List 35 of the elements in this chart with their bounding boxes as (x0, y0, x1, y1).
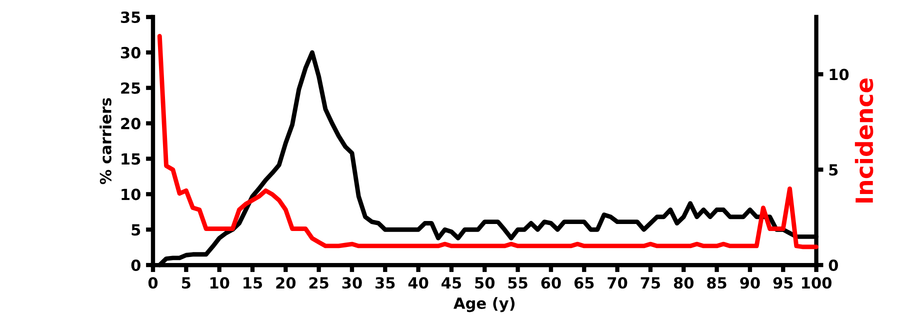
y2-axis-title: Incidence (854, 78, 874, 203)
x-tick-label: 25 (309, 277, 328, 289)
x-tick-label: 95 (773, 277, 793, 289)
x-axis-title: Age (y) (454, 297, 515, 312)
x-tick-label: 5 (182, 277, 190, 289)
y2-tick-label: 5 (829, 164, 838, 176)
y2-tick-label: 10 (830, 68, 849, 80)
y-tick-label: 20 (121, 118, 140, 130)
y-tick-label: 0 (131, 259, 140, 272)
x-tick-label: 60 (541, 277, 561, 289)
x-tick-label: 65 (574, 277, 594, 289)
x-tick-label: 40 (408, 277, 428, 289)
y-tick-label: 15 (122, 153, 140, 165)
y-tick-label: 5 (132, 224, 140, 236)
x-tick-label: 0 (148, 277, 158, 289)
x-tick-label: 70 (608, 277, 628, 289)
x-tick-label: 35 (376, 277, 395, 289)
x-tick-label: 30 (342, 277, 362, 289)
y-tick-label: 25 (121, 82, 140, 94)
x-tick-label: 20 (276, 277, 296, 289)
x-tick-label: 50 (475, 277, 495, 289)
x-tick-label: 75 (640, 277, 660, 289)
x-tick-label: 15 (244, 277, 262, 289)
y-axis-title: % carriers (100, 98, 112, 184)
y-tick-label: 35 (120, 11, 140, 24)
x-tick-label: 80 (674, 277, 694, 289)
y2-tick-label: 0 (828, 259, 838, 272)
x-tick-label: 100 (802, 277, 832, 289)
x-tick-label: 55 (508, 277, 528, 289)
x-tick-label: 90 (740, 277, 760, 289)
x-tick-label: 45 (442, 277, 462, 289)
x-tick-label: 10 (210, 277, 230, 289)
y-tick-label: 30 (120, 46, 140, 58)
x-tick-label: 85 (707, 277, 726, 289)
y-tick-label: 10 (122, 188, 140, 200)
